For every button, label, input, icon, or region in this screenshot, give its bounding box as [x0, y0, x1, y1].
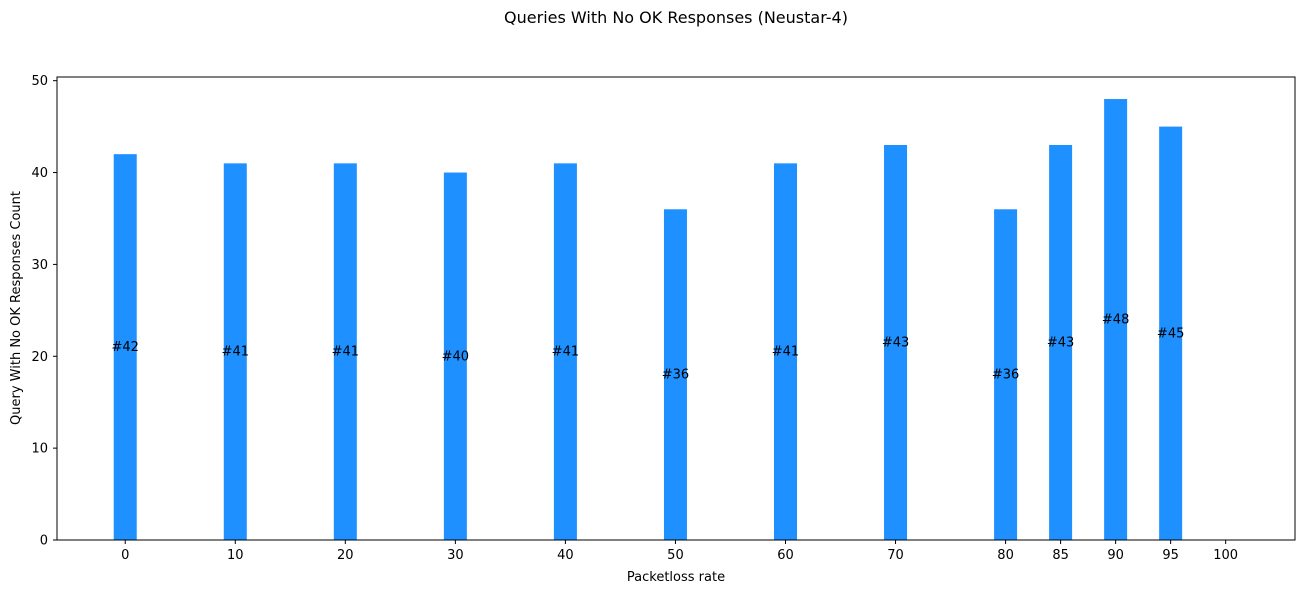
x-tick-label: 0 — [121, 548, 129, 563]
bar-data-label: #42 — [112, 340, 139, 355]
y-tick-label: 20 — [31, 350, 48, 365]
x-tick-label: 10 — [227, 548, 244, 563]
y-tick-label: 30 — [31, 258, 48, 273]
y-tick-label: 10 — [31, 442, 48, 457]
x-tick-label: 90 — [1107, 548, 1124, 563]
x-tick-label: 100 — [1213, 548, 1238, 563]
y-tick-label: 50 — [31, 74, 48, 89]
y-axis-ticks: 0 10 20 30 40 50 — [31, 74, 57, 549]
x-tick-label: 80 — [997, 548, 1014, 563]
bar-data-label: #45 — [1157, 326, 1184, 341]
x-tick-label: 40 — [557, 548, 574, 563]
y-axis-label: Query With No OK Responses Count — [9, 191, 24, 425]
bar-data-label: #36 — [662, 368, 689, 383]
bar — [223, 163, 247, 540]
bar — [1049, 144, 1073, 540]
x-tick-label: 85 — [1052, 548, 1069, 563]
y-tick-label: 0 — [40, 534, 48, 549]
bars-group — [113, 99, 1183, 541]
bar-data-label: #41 — [222, 345, 249, 360]
bar-data-label: #48 — [1102, 313, 1129, 328]
bar-labels-group: #42 #41 #41 #40 #41 #36 #41 #43 #36 #43 #48 #45 — [112, 313, 1185, 383]
x-tick-label: 20 — [337, 548, 354, 563]
bar-data-label: #41 — [332, 345, 359, 360]
bar-data-label: #41 — [552, 345, 579, 360]
x-tick-label: 30 — [447, 548, 464, 563]
x-tick-label: 95 — [1162, 548, 1179, 563]
bar — [663, 209, 687, 541]
x-axis-ticks: 0 10 20 30 40 50 60 70 80 85 90 95 100 — [121, 540, 1238, 563]
x-tick-label: 70 — [887, 548, 904, 563]
bar-data-label: #43 — [1047, 335, 1074, 350]
bar — [773, 163, 797, 540]
y-tick-label: 40 — [31, 166, 48, 181]
bar — [884, 144, 908, 540]
chart-title: Queries With No OK Responses (Neustar-4) — [504, 8, 848, 27]
bar — [994, 209, 1018, 541]
bar-data-label: #41 — [772, 345, 799, 360]
x-axis-label: Packetloss rate — [627, 570, 725, 585]
bar-data-label: #43 — [882, 335, 909, 350]
bar — [113, 154, 137, 540]
bar — [333, 163, 357, 540]
bar-data-label: #36 — [992, 368, 1019, 383]
plot-area-frame — [56, 76, 1296, 541]
x-tick-label: 50 — [667, 548, 684, 563]
bar — [443, 172, 467, 541]
x-tick-label: 60 — [777, 548, 794, 563]
bar — [1159, 126, 1183, 540]
bar — [1104, 99, 1128, 541]
bar-data-label: #40 — [442, 349, 469, 364]
bar — [553, 163, 577, 540]
